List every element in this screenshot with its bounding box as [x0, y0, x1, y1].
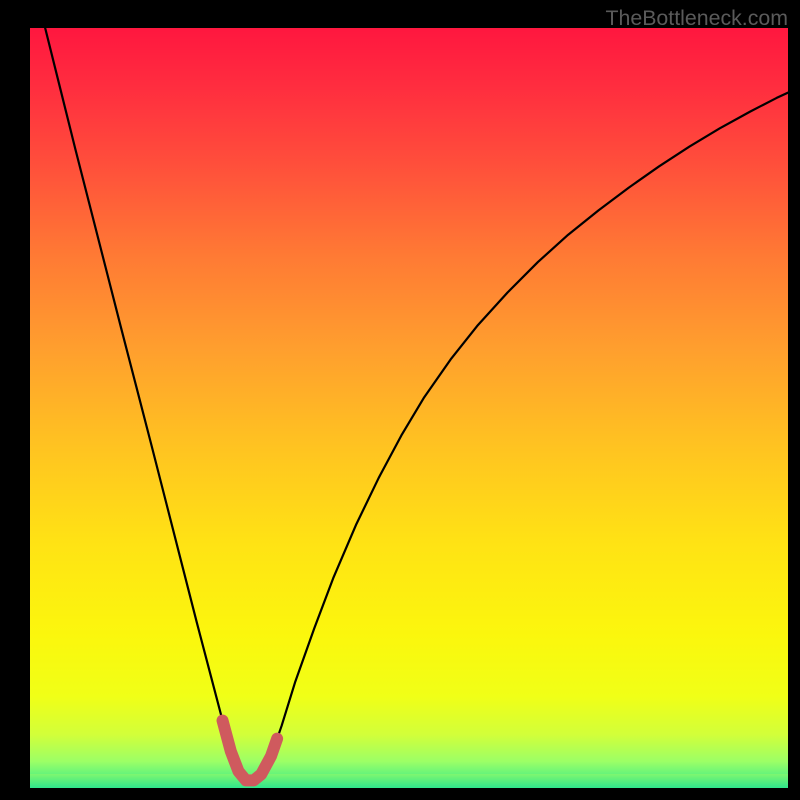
chart-container: TheBottleneck.com: [0, 0, 800, 800]
curve-svg: [30, 28, 788, 788]
bottleneck-curve: [30, 28, 788, 780]
watermark-text: TheBottleneck.com: [605, 6, 788, 31]
plot-area: [30, 28, 788, 788]
curve-min-emphasis: [223, 721, 278, 781]
